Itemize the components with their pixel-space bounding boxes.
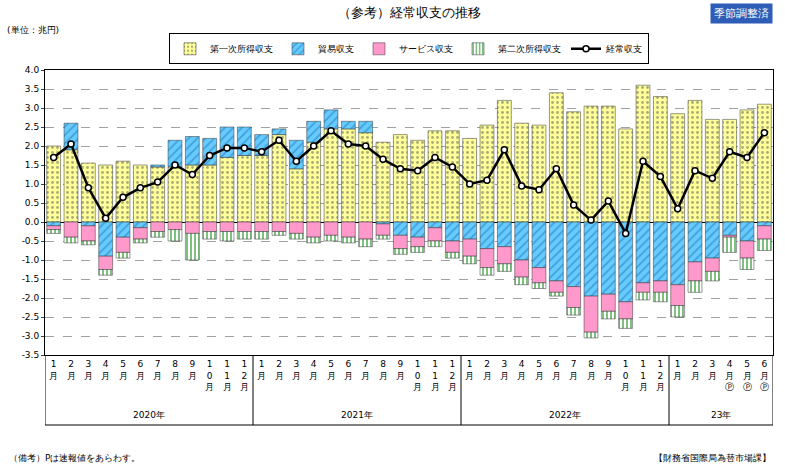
svg-text:2.0: 2.0 [25,141,40,151]
svg-text:12月: 12月 [656,359,665,392]
svg-text:経常収支: 経常収支 [605,44,642,54]
svg-text:貿易収支: 貿易収支 [318,44,354,54]
svg-text:11月: 11月 [431,359,440,392]
svg-text:（備考）Pは速報値をあらわす。: （備考）Pは速報値をあらわす。 [9,453,140,463]
svg-text:2021年: 2021年 [341,410,373,420]
svg-text:3.0: 3.0 [25,103,40,113]
svg-text:2020年: 2020年 [133,410,165,420]
svg-text:5月: 5月 [119,359,128,381]
svg-text:2月: 2月 [483,359,492,381]
svg-text:5月Ⓟ: 5月Ⓟ [743,359,752,392]
svg-text:7月: 7月 [569,359,578,381]
svg-text:4.0: 4.0 [25,65,40,75]
svg-text:第二次所得収支: 第二次所得収支 [498,44,561,54]
svg-text:4月Ⓟ: 4月Ⓟ [725,359,734,392]
svg-text:-0.5: -0.5 [22,236,40,246]
svg-text:6月: 6月 [344,359,353,381]
svg-text:4月: 4月 [101,359,110,381]
svg-text:1.0: 1.0 [25,179,40,189]
svg-text:1.5: 1.5 [25,160,39,170]
svg-text:11月: 11月 [639,359,648,392]
svg-text:1月: 1月 [673,359,682,381]
svg-text:23年: 23年 [711,410,731,420]
svg-text:10月: 10月 [413,359,422,392]
svg-text:6月: 6月 [552,359,561,381]
svg-text:2月: 2月 [67,359,76,381]
svg-text:-3.0: -3.0 [22,331,40,341]
svg-text:6月Ⓟ: 6月Ⓟ [760,359,769,392]
svg-text:8月: 8月 [379,359,388,381]
svg-text:【財務省国際局為替市場課】: 【財務省国際局為替市場課】 [654,453,771,463]
svg-text:2.5: 2.5 [25,122,39,132]
svg-text:10月: 10月 [621,359,630,392]
svg-text:5月: 5月 [535,359,544,381]
svg-text:0.5: 0.5 [25,198,39,208]
svg-text:8月: 8月 [171,359,180,381]
svg-text:-2.0: -2.0 [22,293,40,303]
svg-text:3月: 3月 [500,359,509,381]
svg-text:12月: 12月 [448,359,457,392]
svg-text:0.0: 0.0 [25,217,40,227]
svg-text:5月: 5月 [327,359,336,381]
svg-text:4月: 4月 [517,359,526,381]
svg-text:第一次所得収支: 第一次所得収支 [210,44,273,54]
svg-text:（参考）経常収支の推移: （参考）経常収支の推移 [338,5,481,20]
svg-text:3月: 3月 [292,359,301,381]
svg-text:2月: 2月 [275,359,284,381]
svg-text:1月: 1月 [257,359,266,381]
svg-text:6月: 6月 [136,359,145,381]
svg-text:サービス収支: サービス収支 [399,44,453,54]
svg-text:-1.5: -1.5 [22,274,40,284]
svg-text:-1.0: -1.0 [22,255,40,265]
svg-text:7月: 7月 [361,359,370,381]
svg-text:10月: 10月 [205,359,214,392]
svg-text:3月: 3月 [708,359,717,381]
svg-text:3.5: 3.5 [25,84,39,94]
svg-text:11月: 11月 [223,359,232,392]
svg-text:3月: 3月 [84,359,93,381]
svg-text:8月: 8月 [587,359,596,381]
svg-text:9月: 9月 [604,359,613,381]
svg-text:4月: 4月 [309,359,318,381]
svg-text:7月: 7月 [153,359,162,381]
svg-text:9月: 9月 [396,359,405,381]
svg-text:12月: 12月 [240,359,249,392]
svg-text:1月: 1月 [465,359,474,381]
svg-text:-3.5: -3.5 [22,350,40,360]
svg-text:-2.5: -2.5 [22,312,40,322]
svg-text:(単位：兆円): (単位：兆円) [7,25,59,35]
svg-text:2月: 2月 [691,359,700,381]
svg-text:季節調整済: 季節調整済 [714,7,769,20]
svg-text:2022年: 2022年 [549,410,581,420]
svg-text:9月: 9月 [188,359,197,381]
svg-text:1月: 1月 [49,359,58,381]
